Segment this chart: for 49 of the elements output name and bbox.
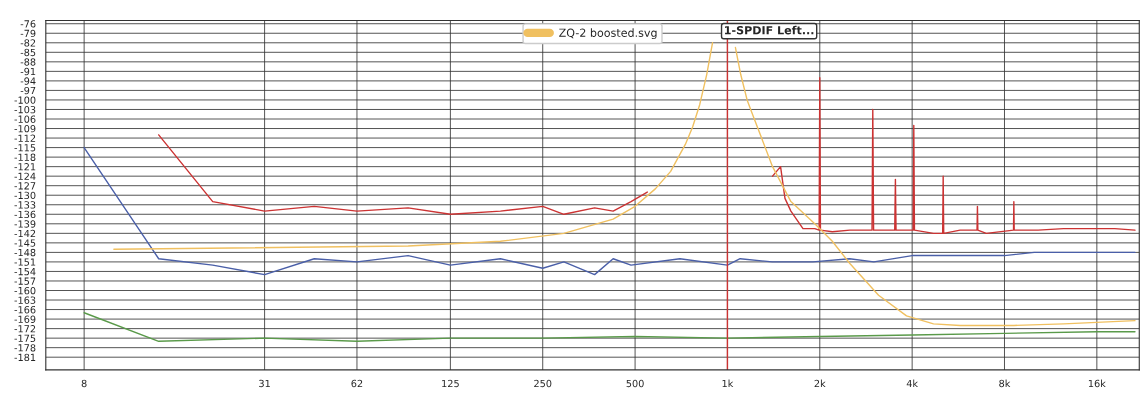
y-tick-label: -169 [14, 315, 36, 323]
y-tick-label: -103 [14, 105, 36, 114]
y-tick-label: -154 [14, 268, 36, 276]
y-tick-label: -112 [14, 134, 36, 142]
annotation: 1-SPDIF Left... [725, 25, 814, 35]
y-tick-label: -139 [14, 220, 36, 228]
y-tick-label: -133 [14, 201, 36, 209]
y-tick-label: -175 [14, 334, 36, 342]
y-tick-label: -151 [14, 258, 36, 266]
x-tick-label: 8 [81, 379, 87, 388]
y-tick-label: -91 [20, 67, 36, 76]
legend-label: ZQ-2 boosted.svg [559, 28, 657, 40]
x-tick-label: 16k [1088, 379, 1106, 388]
y-tick-label: -109 [14, 125, 36, 133]
y-tick-label: -115 [14, 144, 36, 152]
y-tick-label: -121 [14, 163, 36, 171]
x-tick-label: 500 [626, 379, 644, 388]
y-tick-label: -157 [14, 277, 36, 285]
y-tick-label: -145 [14, 239, 36, 247]
y-tick-label: -166 [14, 306, 36, 314]
y-tick-label: -136 [14, 210, 36, 219]
x-tick-label: 31 [259, 379, 270, 388]
y-tick-label: -172 [14, 325, 36, 333]
y-tick-label: -124 [14, 172, 36, 180]
x-tick-label: 62 [351, 379, 363, 388]
y-tick-label: -130 [14, 191, 36, 200]
y-tick-label: -100 [14, 96, 36, 104]
x-tick-label: 1k [722, 379, 734, 388]
y-tick-label: -88 [20, 58, 36, 66]
y-tick-label: -160 [14, 286, 36, 295]
y-tick-label: -178 [14, 344, 36, 352]
x-tick-label: 4k [906, 379, 919, 388]
y-tick-label: -94 [20, 77, 36, 85]
x-tick-label: 250 [534, 379, 552, 388]
y-tick-label: -97 [20, 86, 36, 95]
y-tick-label: -181 [14, 353, 36, 362]
x-tick-label: 2k [814, 379, 826, 388]
y-tick-label: -163 [14, 296, 36, 304]
x-tick-label: 8k [999, 379, 1011, 388]
y-tick-label: -85 [20, 48, 36, 57]
y-tick-label: -79 [20, 29, 36, 38]
y-tick-label: -82 [20, 39, 36, 47]
y-tick-label: -142 [14, 229, 36, 238]
y-tick-label: -127 [14, 182, 36, 190]
y-tick-label: -118 [14, 153, 36, 161]
y-tick-label: -76 [20, 20, 36, 28]
x-tick-label: 125 [442, 379, 459, 388]
y-tick-label: -148 [14, 248, 36, 257]
y-tick-label: -106 [14, 115, 36, 123]
